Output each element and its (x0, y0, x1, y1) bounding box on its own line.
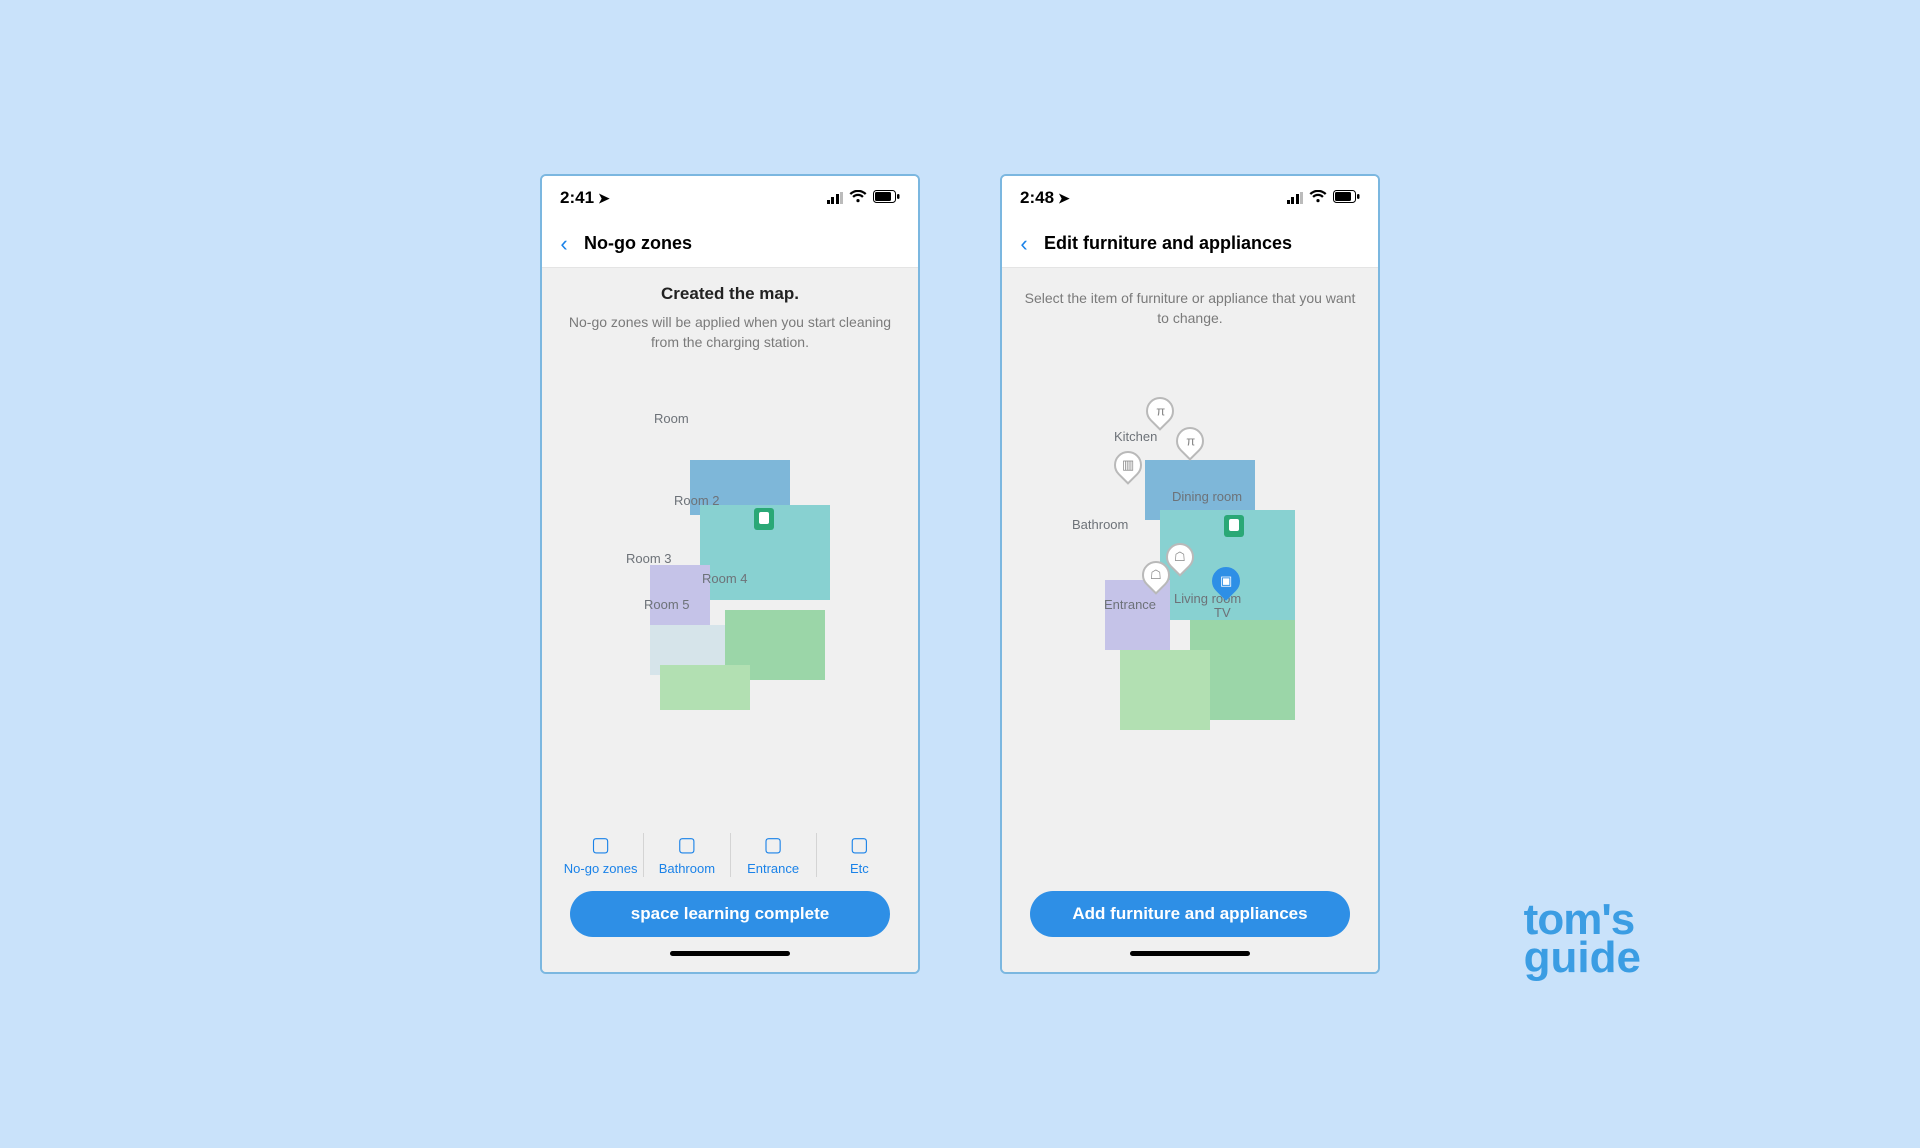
room-label: Room 3 (626, 551, 672, 566)
status-time-group: 2:41 ➤ (560, 188, 610, 208)
screenshot-page: 2:41 ➤ ‹ No-go zones Created the map. No… (249, 154, 1671, 994)
logo-line2: guide (1524, 939, 1641, 976)
square-mark-icon: ▢ (646, 833, 727, 857)
zone-tool-row: ▢ No-go zones ▢ Bathroom ▢ Entrance ▢ Et… (554, 827, 906, 891)
tool-etc[interactable]: ▢ Etc (817, 833, 902, 877)
battery-icon (873, 188, 900, 208)
nav-title: No-go zones (584, 233, 692, 254)
nav-title: Edit furniture and appliances (1044, 233, 1292, 254)
tool-bathroom[interactable]: ▢ Bathroom (644, 833, 730, 877)
space-learning-complete-button[interactable]: space learning complete (570, 891, 890, 937)
phone-right: 2:48 ➤ ‹ Edit furniture and appliances S… (1000, 174, 1380, 974)
room-label: Room 2 (674, 493, 720, 508)
tool-entrance[interactable]: ▢ Entrance (731, 833, 817, 877)
room-label: Kitchen (1114, 429, 1157, 444)
home-indicator[interactable] (670, 951, 790, 956)
phone-left: 2:41 ➤ ‹ No-go zones Created the map. No… (540, 174, 920, 974)
room-label: Dining room (1172, 489, 1242, 504)
toms-guide-logo: tom's guide (1524, 901, 1641, 976)
furniture-pin-table-icon[interactable]: π (1140, 391, 1180, 431)
wifi-icon (849, 188, 867, 208)
tool-label: Bathroom (659, 861, 715, 876)
status-icons (827, 188, 901, 208)
room-label: Room 4 (702, 571, 748, 586)
status-bar: 2:48 ➤ (1002, 176, 1378, 220)
back-button[interactable]: ‹ (554, 231, 574, 257)
cellular-icon (827, 192, 844, 204)
tool-label: Entrance (747, 861, 799, 876)
floor-map[interactable]: Kitchen Dining room Bathroom Entrance Li… (1014, 329, 1366, 891)
content-area: Select the item of furniture or applianc… (1002, 268, 1378, 972)
room-label: Room (654, 411, 689, 426)
nav-header: ‹ Edit furniture and appliances (1002, 220, 1378, 268)
tool-label: No-go zones (564, 861, 638, 876)
location-arrow-icon: ➤ (598, 190, 610, 207)
location-arrow-icon: ➤ (1058, 190, 1070, 207)
add-furniture-button[interactable]: Add furniture and appliances (1030, 891, 1350, 937)
map-shapes (620, 450, 840, 730)
tool-nogo[interactable]: ▢ No-go zones (558, 833, 644, 877)
subtext: No-go zones will be applied when you sta… (554, 312, 906, 353)
status-icons (1287, 188, 1361, 208)
tool-label: Etc (850, 861, 869, 876)
battery-icon (1333, 188, 1360, 208)
room-label: Entrance (1104, 597, 1156, 612)
back-button[interactable]: ‹ (1014, 231, 1034, 257)
status-time: 2:48 (1020, 188, 1054, 208)
room-label: Room 5 (644, 597, 690, 612)
subtext: Select the item of furniture or applianc… (1014, 288, 1366, 329)
room-label: TV (1214, 605, 1231, 620)
status-bar: 2:41 ➤ (542, 176, 918, 220)
content-area: Created the map. No-go zones will be app… (542, 268, 918, 972)
status-time-group: 2:48 ➤ (1020, 188, 1070, 208)
square-plus-icon: ▢ (819, 833, 900, 857)
nav-header: ‹ No-go zones (542, 220, 918, 268)
floor-map[interactable]: Room Room 2 Room 3 Room 4 Room 5 (554, 353, 906, 828)
room-label: Bathroom (1072, 517, 1128, 532)
cellular-icon (1287, 192, 1304, 204)
charging-dock-icon (1224, 515, 1244, 537)
status-time: 2:41 (560, 188, 594, 208)
wifi-icon (1309, 188, 1327, 208)
square-mark-icon: ▢ (733, 833, 814, 857)
headline: Created the map. (554, 284, 906, 304)
charging-dock-icon (754, 508, 774, 530)
square-icon: ▢ (560, 833, 641, 857)
home-indicator[interactable] (1130, 951, 1250, 956)
